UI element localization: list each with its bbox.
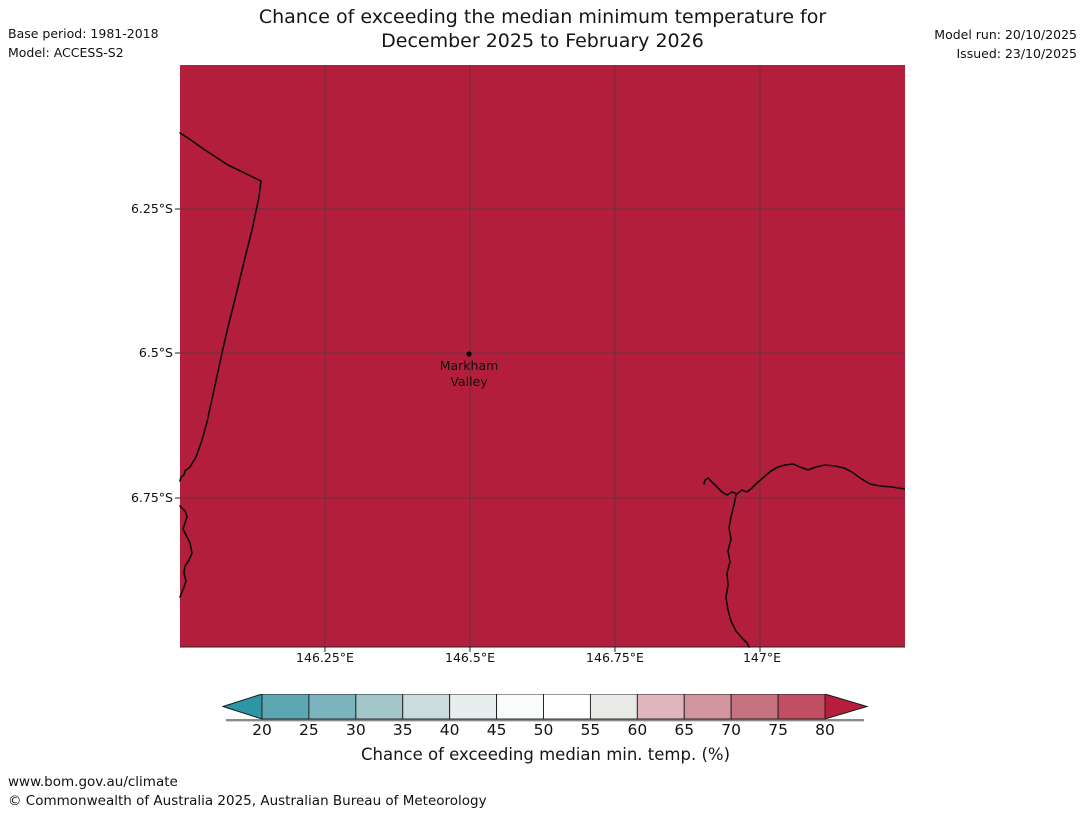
colorbar-segment	[777, 693, 826, 720]
colorbar-segment	[355, 693, 404, 720]
colorbar-tick-label: 55	[580, 721, 601, 739]
lat-axis-label: 6.75°S	[130, 490, 173, 505]
model-metadata-left: Base period: 1981-2018 Model: ACCESS-S2	[8, 25, 159, 62]
location-label-line2: Valley	[450, 373, 488, 389]
base-period-label: Base period: 1981-2018	[8, 26, 159, 41]
colorbar-tick-label: 20	[252, 721, 272, 739]
page-title-line2: December 2025 to February 2026	[381, 29, 704, 52]
colorbar-tick-label: 25	[299, 721, 319, 739]
axis-ticks	[175, 208, 905, 652]
page-title: Chance of exceeding the median minimum t…	[0, 6, 1085, 53]
colorbar: 20 25 30 35 40 45 50 55 60 65 70 75 80	[221, 693, 869, 750]
colorbar-segment	[730, 693, 779, 720]
website-url: www.bom.gov.au/climate	[8, 774, 178, 790]
colorbar-tick-label: 70	[721, 721, 742, 739]
colorbar-segment	[496, 693, 544, 720]
colorbar-segment	[308, 693, 357, 720]
colorbar-tick-label: 30	[345, 721, 366, 739]
colorbar-tick-label: 35	[392, 721, 413, 739]
colorbar-tick-label: 80	[815, 721, 835, 739]
map-svg	[175, 65, 905, 652]
location-marker-dot	[466, 351, 472, 357]
lon-axis-label: 146.25°E	[296, 650, 354, 665]
colorbar-tick-label: 45	[486, 721, 507, 739]
colorbar-segment	[261, 693, 310, 720]
coastline-path	[179, 132, 905, 648]
colorbar-segment	[402, 693, 451, 720]
model-metadata-right: Model run: 20/10/2025 Issued: 23/10/2025	[934, 26, 1077, 63]
colorbar-segment	[683, 693, 732, 720]
colorbar-segment	[589, 693, 638, 720]
colorbar-tick-label: 40	[439, 721, 460, 739]
location-label-line1: Markham	[439, 358, 499, 373]
colorbar-tick-labels: 20 25 30 35 40 45 50 55 60 65 70 75 80	[222, 694, 868, 750]
location-label: Markham Valley	[419, 358, 519, 389]
colorbar-tick-label: 75	[768, 721, 788, 739]
map-figure	[175, 65, 905, 652]
lat-axis-label: 6.25°S	[130, 201, 173, 216]
page-title-line1: Chance of exceeding the median minimum t…	[258, 6, 827, 28]
colorbar-segment	[636, 693, 685, 720]
lat-axis-label: 6.5°S	[138, 345, 173, 360]
lon-axis-label: 147°E	[742, 650, 781, 665]
grid-lines	[180, 65, 905, 647]
colorbar-title: Chance of exceeding median min. temp. (%…	[360, 745, 731, 764]
colorbar-tick-label: 50	[533, 721, 554, 739]
copyright-line: © Commonwealth of Australia 2025, Austra…	[8, 793, 487, 809]
colorbar-svg	[221, 693, 869, 722]
probability-field	[180, 65, 905, 647]
colorbar-tick-label: 60	[627, 721, 648, 739]
lon-axis-label: 146.75°E	[586, 650, 644, 665]
model-run-label: Model run: 20/10/2025	[934, 27, 1077, 42]
model-label: Model: ACCESS-S2	[8, 44, 124, 60]
issued-label: Issued: 23/10/2025	[956, 45, 1078, 61]
colorbar-tick-label: 65	[674, 721, 695, 739]
lon-axis-label: 146.5°E	[445, 650, 495, 665]
